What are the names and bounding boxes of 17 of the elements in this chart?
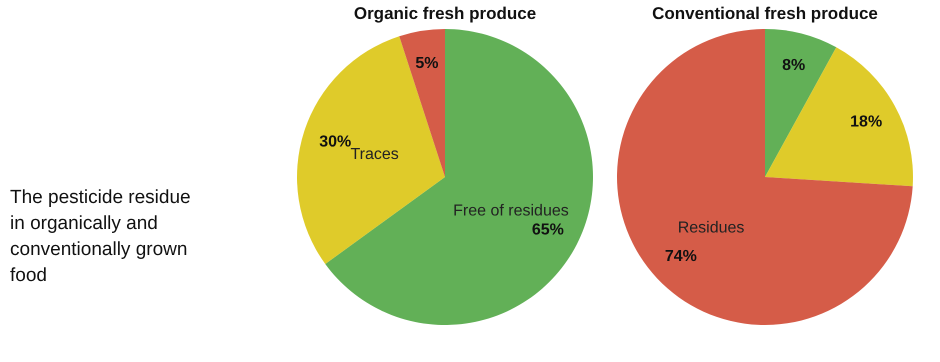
data-label: 65% <box>532 221 564 238</box>
data-label: 8% <box>782 57 806 74</box>
data-label: 18% <box>850 113 882 130</box>
slice-label: Traces <box>350 146 399 164</box>
pie-slice <box>297 36 445 264</box>
pie-slice <box>765 29 836 177</box>
pie-slice <box>765 47 913 186</box>
chart-title: Conventional fresh produce <box>652 4 878 23</box>
data-label: 74% <box>664 248 697 266</box>
slice-label: Residues <box>678 220 744 237</box>
text: The pesticide residue in organically and conventionally grown food <box>10 187 191 286</box>
chart-title: Organic fresh produce <box>354 4 536 23</box>
pie-slice <box>617 29 913 325</box>
data-label: 30% <box>319 133 352 150</box>
data-label: 5% <box>415 54 439 72</box>
pie-slice <box>399 29 445 177</box>
slice-label: Free of residues <box>453 202 569 220</box>
